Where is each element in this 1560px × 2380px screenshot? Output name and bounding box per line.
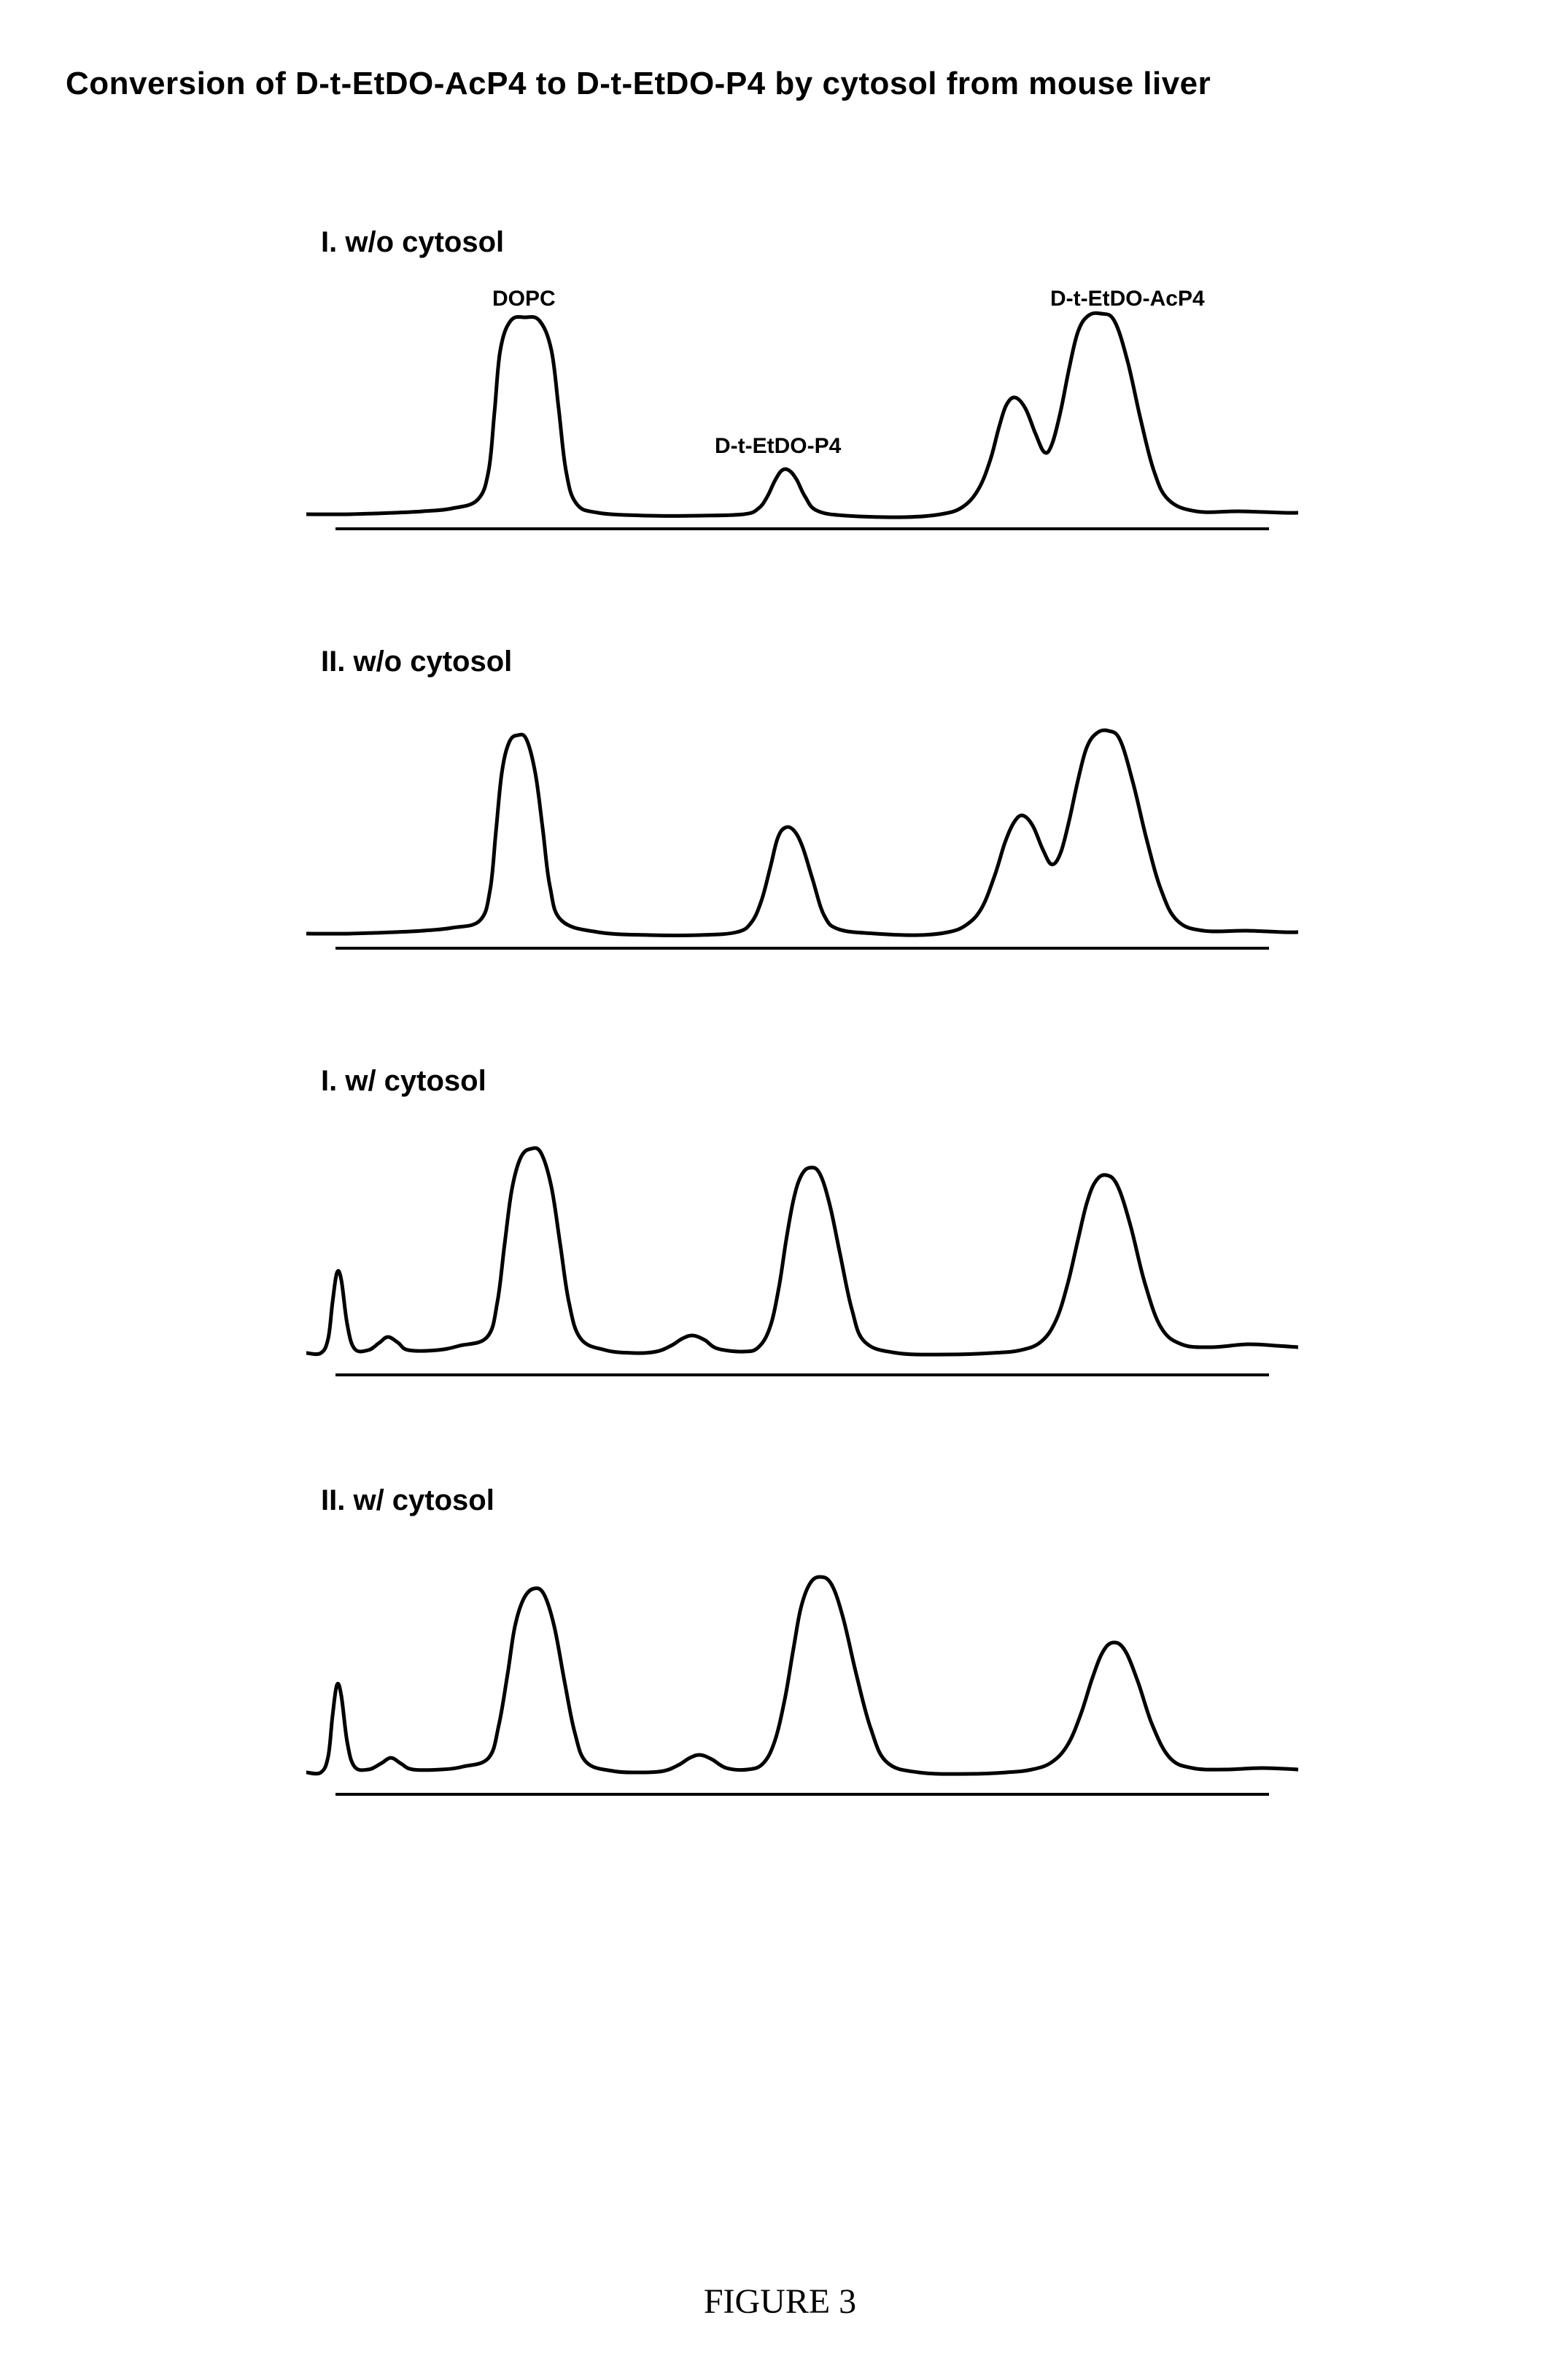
trace-line <box>306 1577 1298 1774</box>
trace-line <box>306 313 1298 517</box>
chromatogram <box>306 1539 1298 1816</box>
peak-label: D-t-EtDO-AcP4 <box>1050 287 1205 311</box>
peak-label: DOPC <box>492 287 556 311</box>
panels-container: I. w/o cytosol DOPC D-t-EtDO-P4 D-t-EtDO-Ac… <box>306 226 1327 1816</box>
chromatogram-svg <box>306 281 1298 558</box>
panel-title: II. w/ cytosol <box>321 1484 1327 1517</box>
trace-line <box>306 730 1298 935</box>
chromatogram <box>306 700 1298 977</box>
chromatogram-svg <box>306 700 1298 977</box>
trace-line <box>306 1148 1298 1354</box>
panel-1: I. w/o cytosol DOPC D-t-EtDO-P4 D-t-EtDO-Ac… <box>306 226 1327 558</box>
panel-title: I. w/ cytosol <box>321 1065 1327 1098</box>
panel-3: I. w/ cytosol <box>306 1065 1327 1397</box>
panel-title: II. w/o cytosol <box>321 646 1327 678</box>
panel-2: II. w/o cytosol <box>306 646 1327 977</box>
peak-label: D-t-EtDO-P4 <box>715 434 841 459</box>
chromatogram-svg <box>306 1120 1298 1397</box>
chromatogram-svg <box>306 1539 1298 1816</box>
chromatogram <box>306 1120 1298 1397</box>
figure-title: Conversion of D-t-EtDO-AcP4 to D-t-EtDO-… <box>66 66 1516 102</box>
panel-title: I. w/o cytosol <box>321 226 1327 259</box>
panel-4: II. w/ cytosol <box>306 1484 1327 1816</box>
figure-page: Conversion of D-t-EtDO-AcP4 to D-t-EtDO-… <box>0 0 1560 2380</box>
chromatogram: DOPC D-t-EtDO-P4 D-t-EtDO-AcP4 <box>306 281 1298 558</box>
figure-caption: FIGURE 3 <box>0 2282 1560 2322</box>
